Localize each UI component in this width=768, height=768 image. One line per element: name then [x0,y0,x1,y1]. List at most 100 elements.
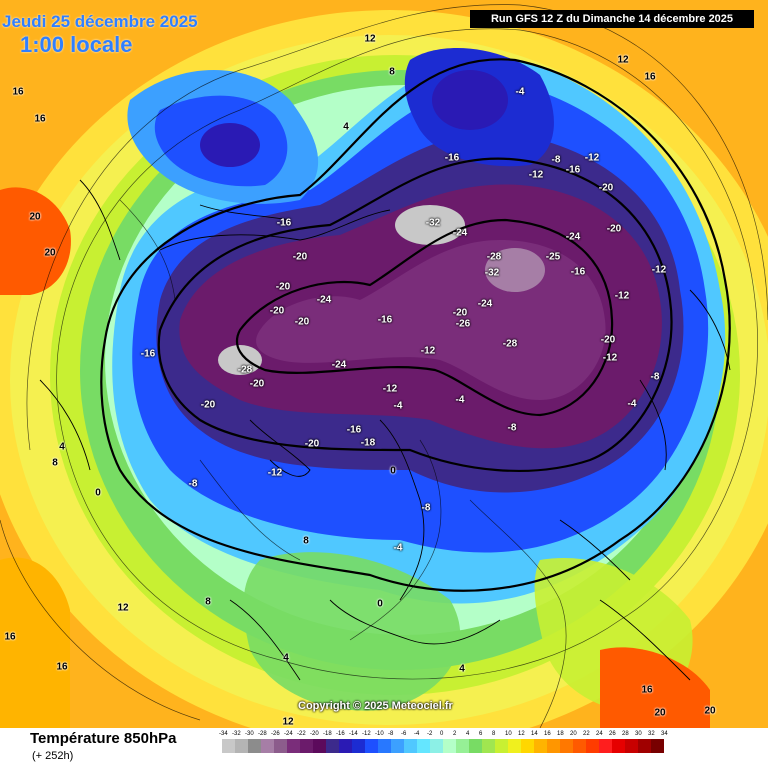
isotherm-label: -20 [304,438,320,450]
isotherm-label: 20 [29,211,41,223]
isotherm-label: 16 [34,113,46,125]
isotherm-label: -4 [627,398,637,410]
isotherm-label: 8 [205,596,211,608]
legend-swatch [508,739,521,753]
legend-swatch [443,739,456,753]
legend-swatch [560,739,573,753]
legend-colorbar [222,739,677,753]
forecast-local-time: 1:00 locale [20,32,133,57]
legend-tick-label: -4 [414,731,420,737]
legend-tick-label: 10 [505,731,512,737]
isotherm-label: -16 [565,164,581,176]
isotherm-label: -16 [444,152,460,164]
legend-swatch [352,739,365,753]
isotherm-label: 8 [389,66,395,78]
legend-swatch [521,739,534,753]
forecast-date: Jeudi 25 décembre 2025 [2,12,198,31]
legend-tick-label: -22 [297,731,306,737]
isotherm-label: -8 [507,422,517,434]
isotherm-label: -12 [584,152,600,164]
legend-tick-label: -24 [284,731,293,737]
legend-tick-label: 22 [583,731,590,737]
isotherm-label: -26 [455,318,471,330]
isotherm-label: 16 [12,86,24,98]
legend-swatch [495,739,508,753]
legend-tick-label: 12 [518,731,525,737]
isotherm-label: 12 [117,602,129,614]
isotherm-label: 12 [364,33,376,45]
legend-tick-label: 6 [479,731,483,737]
legend-swatch [313,739,326,753]
forecast-hours: (+ 252h) [32,750,74,762]
isotherm-label: -16 [377,314,393,326]
isotherm-label: 20 [704,705,716,717]
legend-tick-label: 8 [492,731,496,737]
legend-swatch [339,739,352,753]
legend-swatch [248,739,261,753]
legend-swatch [287,739,300,753]
isotherm-label: -20 [249,378,265,390]
isotherm-label: 0 [95,487,101,499]
legend-swatch [638,739,651,753]
isotherm-label: -20 [294,316,310,328]
legend-tick-label: -28 [258,731,267,737]
isotherm-label: 0 [377,598,383,610]
parameter-title: Température 850hPa [30,730,177,747]
legend-tick-label: -18 [323,731,332,737]
isotherm-label: -4 [515,86,525,98]
isotherm-label: 0 [390,465,396,477]
legend-tick-label: -34 [219,731,228,737]
isotherm-label: 16 [4,631,16,643]
legend-swatch [235,739,248,753]
legend-tick-label: -20 [310,731,319,737]
legend-swatch [222,739,235,753]
legend-tick-label: -16 [336,731,345,737]
legend-swatch [417,739,430,753]
isotherm-label: -32 [425,217,441,229]
legend-tick-label: -8 [388,731,394,737]
legend-swatch [612,739,625,753]
isotherm-label: -12 [602,352,618,364]
isotherm-label: -20 [600,334,616,346]
legend-swatch [482,739,495,753]
legend-tick-label: 24 [596,731,603,737]
isotherm-label: -4 [393,400,403,412]
isotherm-label: -28 [486,251,502,263]
legend-tick-label: 32 [648,731,655,737]
legend-swatch [365,739,378,753]
isotherm-label: 8 [303,535,309,547]
legend-swatch [430,739,443,753]
legend-swatch [456,739,469,753]
copyright-notice: Copyright © 2025 Meteociel.fr [298,700,453,712]
legend-tick-label: -6 [401,731,407,737]
legend-swatch [326,739,339,753]
isotherm-label: -12 [420,345,436,357]
isotherm-label: 4 [459,663,465,675]
isotherm-label: -32 [484,267,500,279]
legend-swatch [573,739,586,753]
legend-tick-label: 18 [557,731,564,737]
isotherm-label: -20 [200,399,216,411]
isotherm-label: -25 [545,251,561,263]
isotherm-label: -16 [276,217,292,229]
legend-tick-label: -12 [362,731,371,737]
isotherm-label: -24 [452,227,468,239]
isotherm-label: -24 [331,359,347,371]
isotherm-label: -24 [477,298,493,310]
legend-tick-label: 4 [466,731,470,737]
legend-tick-label: 26 [609,731,616,737]
isotherm-label: 4 [283,652,289,664]
isotherm-label: -28 [502,338,518,350]
legend-swatch [534,739,547,753]
isotherm-label: 16 [641,684,653,696]
isotherm-label: -8 [650,371,660,383]
legend-tick-label: -32 [232,731,241,737]
isotherm-label: -8 [551,154,561,166]
legend-ticks: -34 -32 -30 -28 -26 -24 -22 -20 -18 -16 -14 -12 -10-… [219,730,677,739]
legend-tick-label: -26 [271,731,280,737]
legend-swatch [469,739,482,753]
isotherm-label: -12 [614,290,630,302]
map-footer: Température 850hPa (+ 252h) -34 -32 -30 -28… [0,728,768,768]
legend-swatch [300,739,313,753]
color-legend: -34 -32 -30 -28 -26 -24 -22 -20 -18 -16 -14 -12 -10-… [219,730,677,753]
